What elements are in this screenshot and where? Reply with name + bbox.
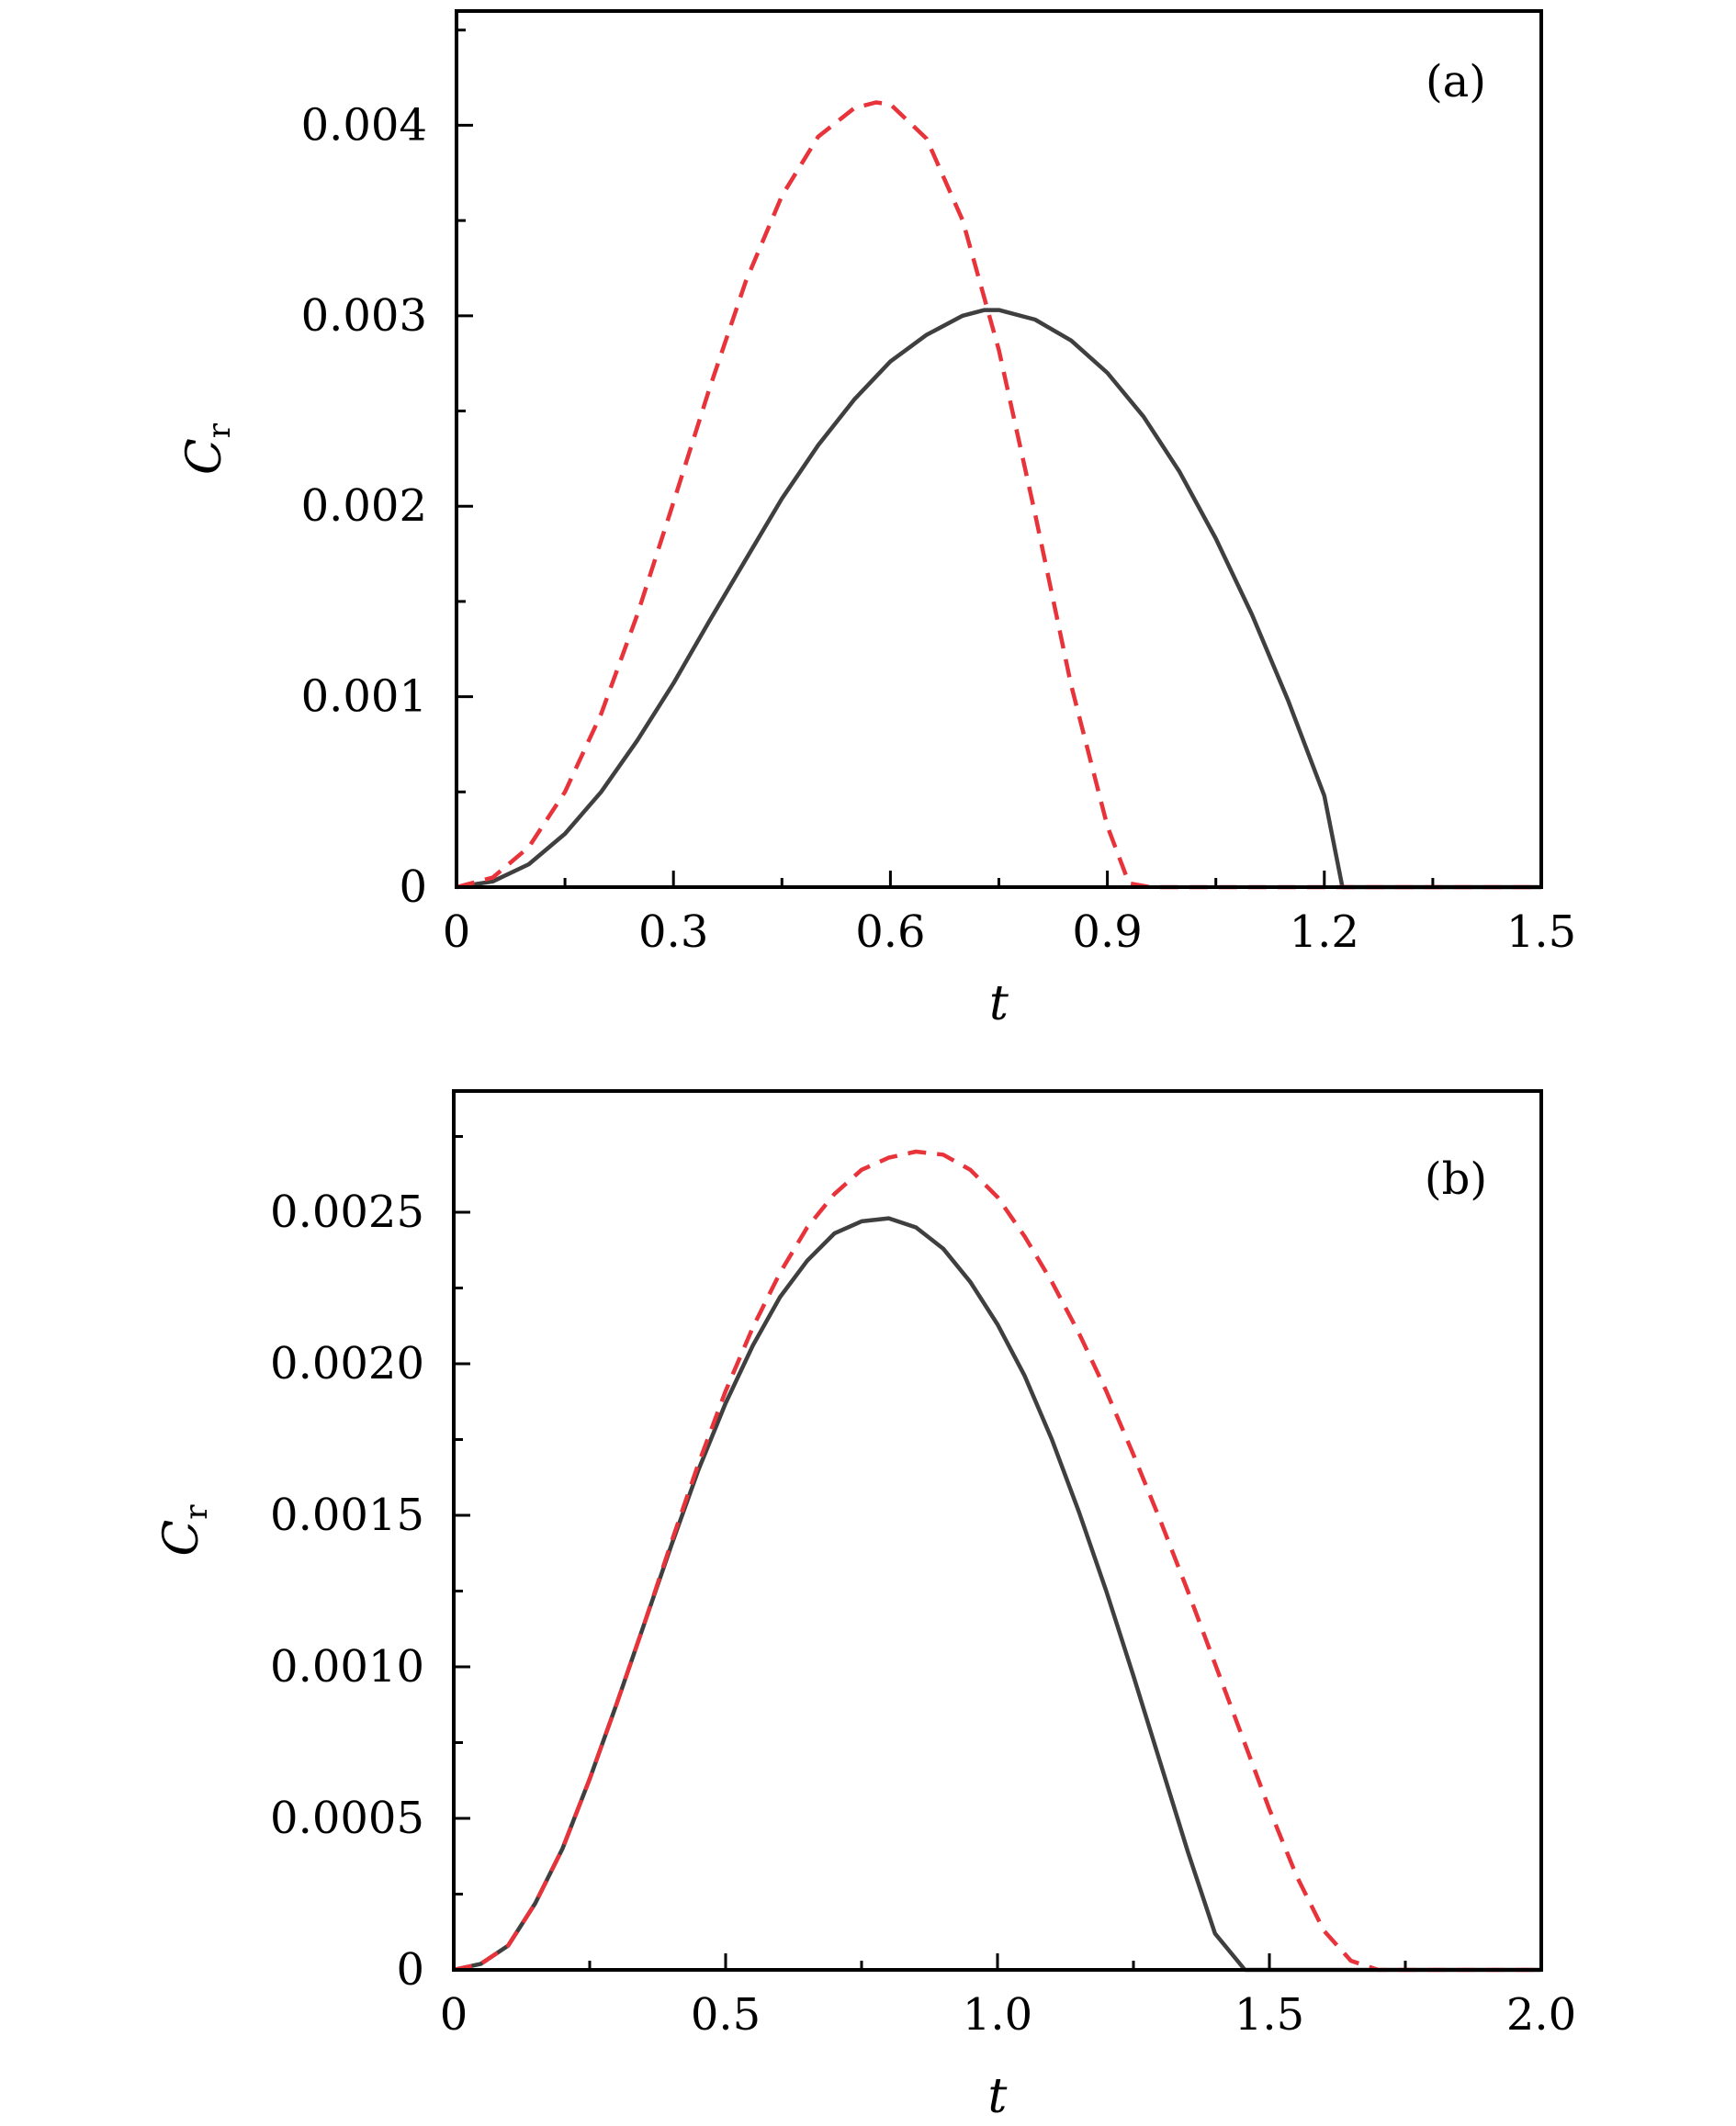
- panel-a-y-axis-subscript: r: [201, 422, 238, 438]
- panel-b-frame: [452, 1089, 1543, 1972]
- panel-a-x-axis-title: t: [989, 976, 1009, 1031]
- panel-a-y-axis-symbol: C: [177, 438, 232, 475]
- panel-a-label: (a): [1426, 56, 1486, 107]
- panel-b-y-tick-label: 0.0025: [270, 1187, 424, 1238]
- panel-b-x-tick-label: 1.0: [963, 1989, 1032, 2041]
- panel-a-y-tick-label: 0.003: [301, 290, 427, 342]
- panel-b-x-tick-label: 0.5: [691, 1989, 761, 2041]
- panel-a-x-tick-label: 0.9: [1072, 906, 1142, 958]
- panel-b-x-tick-label: 0: [440, 1989, 468, 2041]
- panel-b-y-tick-label: 0.0015: [270, 1490, 424, 1541]
- panel-a-series-dashed-line: [456, 100, 1541, 890]
- panel-b-y-axis-title: Cr: [154, 1504, 215, 1557]
- panel-b-y-axis-symbol: C: [154, 1520, 209, 1557]
- panel-b-x-tick-label: 2.0: [1506, 1989, 1576, 2041]
- panel-b-x-tick-label: 1.5: [1234, 1989, 1304, 2041]
- panel-b-y-tick-label: 0.0010: [270, 1641, 424, 1693]
- panel-a-x-tick-label: 1.5: [1506, 906, 1576, 958]
- panel-b-y-tick-label: 0: [396, 1944, 424, 1996]
- panel-b-y-tick-label: 0.0005: [270, 1793, 424, 1844]
- panel-b-series-solid-line: [453, 1216, 1541, 1973]
- panel-b-series-dashed-line: [453, 1149, 1541, 1973]
- panel-a-y-axis-title: Cr: [177, 422, 238, 475]
- panel-a-y-tick-label: 0: [399, 861, 427, 913]
- panel-a-y-tick-label: 0.001: [301, 671, 427, 723]
- panel-a-x-tick-label: 1.2: [1290, 906, 1359, 958]
- panel-a-chart: 0 0.3 0.6 0.9 1.2 1.5 0 0.001 0.002 0.003 0.004 (a…: [177, 9, 1576, 1031]
- panel-a-y-tick-label: 0.002: [301, 480, 427, 532]
- panel-b-y-tick-label: 0.0020: [270, 1338, 424, 1389]
- panel-a-x-tick-label: 0: [443, 906, 471, 958]
- panel-b-chart: 0 0.5 1.0 1.5 2.0 0 0.0005 0.0010 0.0015 0.0020 0.…: [154, 1089, 1576, 2124]
- panel-b-y-axis-subscript: r: [178, 1504, 215, 1520]
- panel-a-x-tick-label: 0.6: [855, 906, 925, 958]
- panel-b-label: (b): [1425, 1153, 1487, 1205]
- panel-a-frame: [455, 9, 1543, 889]
- panel-a-y-tick-label: 0.004: [301, 99, 427, 151]
- panel-a-x-tick-label: 0.3: [638, 906, 708, 958]
- panel-a-series-solid-line: [456, 308, 1541, 890]
- panel-b-x-axis-title: t: [988, 2069, 1008, 2124]
